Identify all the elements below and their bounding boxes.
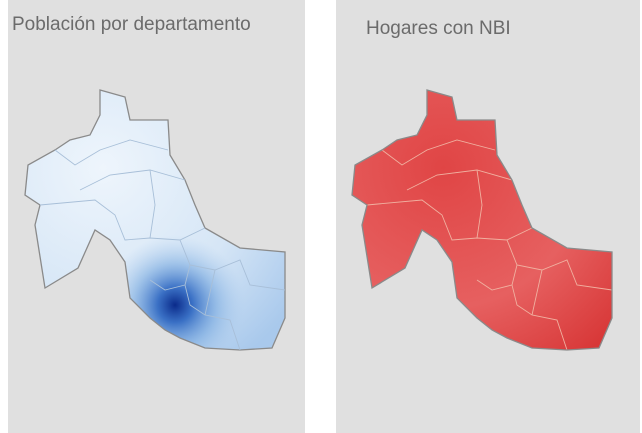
panel-title: Hogares con NBI [366, 18, 511, 39]
map-nbi [25, 89, 613, 351]
panel-title: Población por departamento [12, 14, 251, 35]
